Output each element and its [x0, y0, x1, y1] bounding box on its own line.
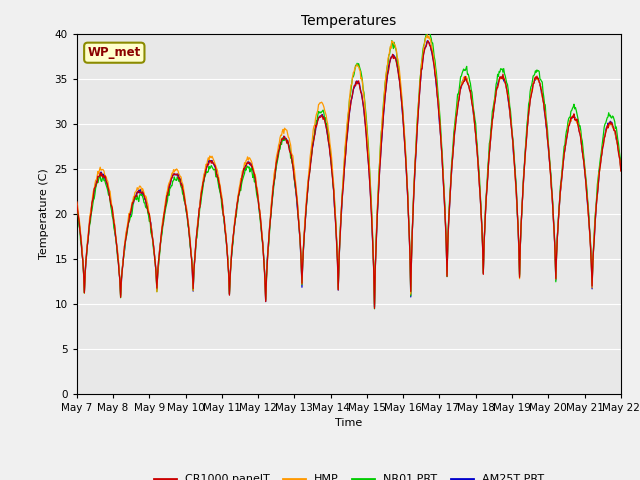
Title: Temperatures: Temperatures: [301, 14, 396, 28]
Legend: CR1000 panelT, HMP, NR01 PRT, AM25T PRT: CR1000 panelT, HMP, NR01 PRT, AM25T PRT: [149, 470, 548, 480]
X-axis label: Time: Time: [335, 418, 362, 428]
Text: WP_met: WP_met: [88, 46, 141, 59]
Y-axis label: Temperature (C): Temperature (C): [39, 168, 49, 259]
